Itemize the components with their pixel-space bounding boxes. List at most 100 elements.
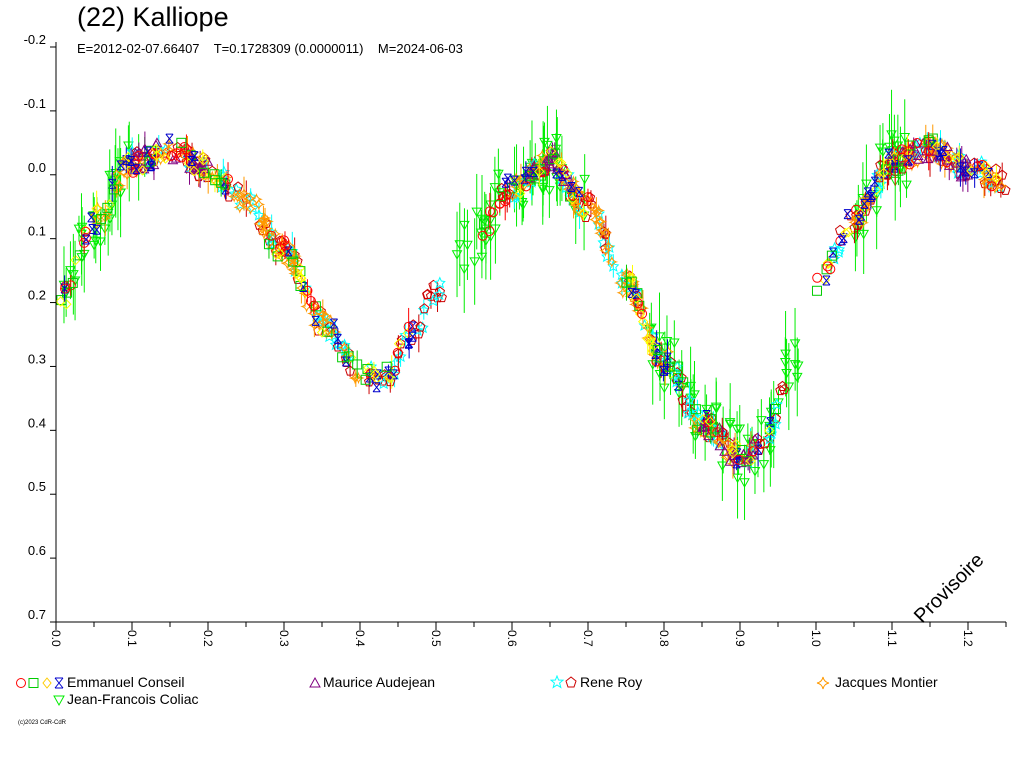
- data-point: [296, 273, 307, 284]
- data-point: [514, 188, 526, 199]
- legend-label-coliac: Jean-Francois Coliac: [67, 691, 199, 707]
- data-point: [143, 146, 152, 157]
- data-point: [792, 361, 804, 372]
- data-point: [127, 167, 138, 178]
- data-point: [593, 215, 606, 228]
- x-tick-label: 0.5: [429, 630, 443, 647]
- data-point: [991, 172, 1002, 184]
- data-point: [257, 224, 268, 236]
- x-tick-label: 0.8: [657, 630, 671, 647]
- data-point: [362, 364, 373, 375]
- data-point: [462, 240, 473, 251]
- data-point: [544, 186, 555, 196]
- data-point: [536, 167, 547, 178]
- data-point: [345, 352, 357, 363]
- data-point: [829, 247, 838, 258]
- data-point: [146, 161, 155, 172]
- data-point: [860, 205, 871, 216]
- data-point: [905, 140, 916, 151]
- data-point: [160, 153, 171, 164]
- data-point: [779, 384, 790, 395]
- data-point: [579, 174, 591, 185]
- y-tick-label: 0.3: [28, 351, 46, 366]
- data-point: [858, 229, 870, 240]
- data-point: [394, 349, 407, 363]
- data-point: [403, 321, 414, 332]
- data-point: [922, 153, 934, 164]
- data-point: [970, 168, 979, 179]
- data-point: [567, 194, 578, 205]
- data-point: [683, 393, 696, 406]
- data-point: [621, 284, 635, 298]
- y-tick-label: 0.1: [28, 224, 46, 239]
- data-point: [765, 446, 776, 456]
- data-point: [626, 276, 637, 287]
- data-point: [690, 404, 701, 415]
- data-point: [487, 207, 498, 218]
- data-point: [506, 189, 520, 203]
- data-point: [621, 277, 632, 288]
- data-point: [279, 235, 290, 246]
- x-tick-label: 0.0: [49, 630, 63, 647]
- data-point: [861, 179, 872, 190]
- data-point: [759, 438, 770, 449]
- x-tick-label: 1.2: [961, 630, 975, 647]
- legend-symbol-conseil: [16, 677, 64, 689]
- data-point: [943, 153, 955, 164]
- data-point: [712, 427, 723, 438]
- data-point: [654, 332, 665, 343]
- data-point: [843, 209, 852, 220]
- data-point: [732, 458, 741, 469]
- data-point: [562, 168, 573, 179]
- data-point: [88, 224, 97, 235]
- data-point: [704, 416, 716, 428]
- data-point: [631, 290, 642, 301]
- data-point: [436, 291, 447, 303]
- data-point: [471, 207, 483, 218]
- data-point: [227, 190, 241, 203]
- data-point: [377, 376, 390, 390]
- legend-symbol-montier: [816, 676, 830, 690]
- data-point: [257, 227, 271, 241]
- data-point: [221, 184, 230, 195]
- data-point: [893, 165, 904, 176]
- data-point: [479, 216, 491, 226]
- y-tick-label: 0.7: [28, 607, 46, 622]
- data-point: [198, 167, 209, 178]
- data-point: [337, 340, 348, 351]
- data-point: [494, 198, 505, 209]
- data-point: [176, 137, 187, 148]
- data-point: [901, 180, 912, 191]
- data-point: [243, 192, 257, 205]
- data-point: [575, 186, 584, 197]
- data-point: [659, 365, 668, 376]
- data-point: [537, 184, 549, 195]
- data-point: [988, 181, 1002, 195]
- data-point: [80, 232, 91, 243]
- data-point: [87, 212, 96, 223]
- legend-symbol-audejean: [309, 676, 321, 688]
- data-point: [890, 166, 901, 177]
- data-point: [904, 155, 913, 166]
- data-point: [588, 213, 602, 226]
- data-point: [151, 150, 162, 161]
- data-point: [55, 296, 66, 307]
- data-point: [236, 194, 250, 207]
- data-point: [542, 140, 553, 151]
- data-point: [233, 188, 246, 201]
- data-point: [274, 247, 285, 259]
- data-point: [333, 333, 342, 344]
- data-point: [100, 208, 113, 221]
- data-point: [322, 326, 333, 337]
- data-point: [170, 152, 182, 163]
- data-point: [176, 152, 187, 163]
- data-point: [223, 174, 234, 185]
- data-point: [433, 287, 446, 301]
- data-point: [980, 160, 991, 171]
- data-point: [91, 203, 102, 215]
- data-point: [961, 166, 970, 177]
- data-point: [476, 252, 488, 263]
- data-point: [147, 155, 156, 166]
- data-point: [316, 307, 329, 321]
- data-point: [880, 164, 891, 175]
